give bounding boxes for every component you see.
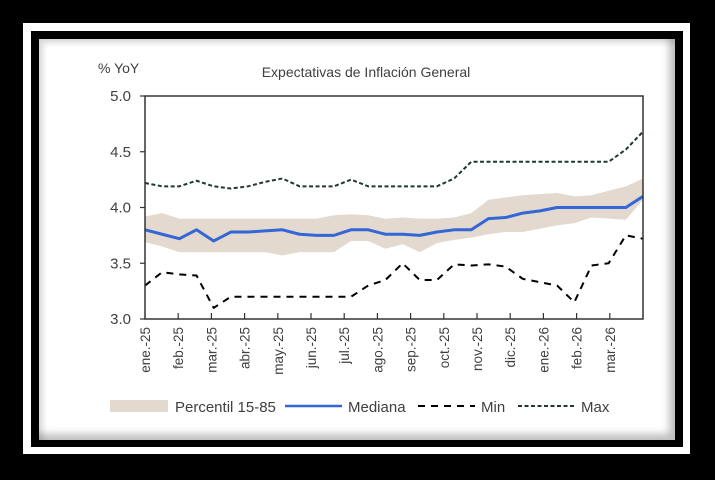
y-tick-label: 4.0 — [110, 200, 131, 217]
legend-swatch-band — [110, 400, 168, 412]
x-tick-label: feb.-25 — [171, 327, 186, 369]
percentile-band — [145, 178, 643, 256]
x-tick-label: abr.-25 — [238, 327, 253, 369]
y-tick-label: 4.5 — [110, 144, 131, 161]
chart-title: Expectativas de Inflación General — [262, 64, 471, 80]
series-line-min — [144, 234, 644, 309]
x-tick-label: ago.-25 — [370, 327, 385, 373]
x-tick-label: ene.-26 — [536, 327, 551, 373]
x-tick-label: jun.-25 — [304, 327, 319, 369]
x-tick-label: ene.-25 — [138, 327, 153, 373]
x-tick-label: mar.-26 — [603, 327, 618, 373]
x-tick-label: jul.-25 — [337, 327, 352, 365]
x-tick-label: dic.-25 — [503, 327, 518, 368]
legend-label-mediana: Mediana — [348, 399, 406, 416]
series-line-max — [144, 130, 644, 190]
legend-label-max: Max — [581, 399, 610, 416]
x-tick-label: may.-25 — [271, 327, 286, 375]
x-tick-label: mar.-25 — [204, 327, 219, 373]
legend-label-min: Min — [481, 399, 505, 416]
x-tick-label: nov.-25 — [470, 327, 485, 371]
x-tick-label: feb.-26 — [570, 327, 585, 369]
y-tick-label: 3.0 — [110, 311, 131, 328]
x-tick-label: oct.-25 — [437, 327, 452, 368]
y-tick-label: 5.0 — [110, 88, 131, 105]
x-tick-label: sep.-25 — [404, 327, 419, 372]
legend-label-band: Percentil 15-85 — [175, 399, 276, 416]
series-line-mediana — [144, 195, 644, 243]
y-axis-label: % YoY — [98, 60, 140, 76]
y-tick-label: 3.5 — [110, 255, 131, 272]
